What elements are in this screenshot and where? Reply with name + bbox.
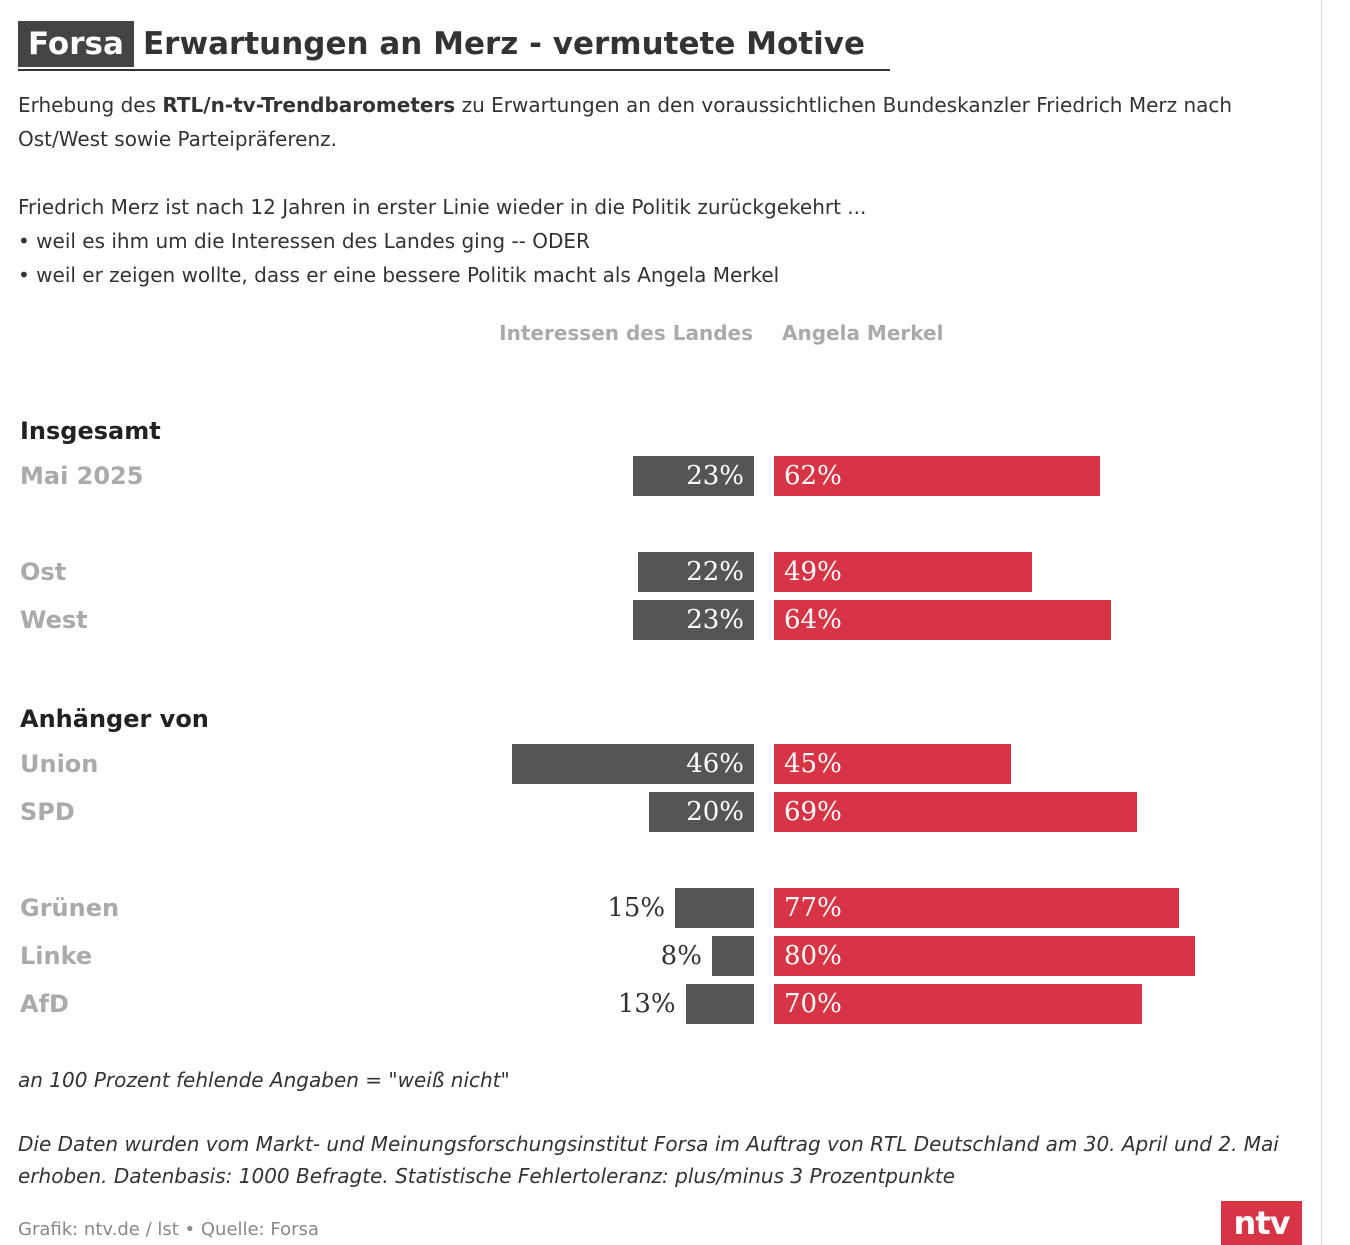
intro-bold: RTL/n-tv-Trendbarometers [162,93,456,117]
value-label-merkel: 45% [784,749,842,779]
question-line-3: • weil er zeigen wollte, dass er eine be… [18,263,780,287]
value-label-merkel: 69% [784,797,842,827]
value-label-merkel: 62% [784,461,842,491]
bar-interessen [648,792,754,832]
question-line-2: • weil es ihm um die Interessen des Land… [18,229,590,253]
value-label-interessen: 13% [617,989,676,1019]
series-header-right: Angela Merkel [782,321,944,345]
bar-merkel [774,456,1101,496]
bar-merkel [774,888,1180,928]
bar-merkel [774,600,1111,640]
right-border [1321,0,1322,1245]
missing-note: an 100 Prozent fehlende Angaben = "weiß … [18,1068,510,1092]
intro-text: Erhebung des RTL/n-tv-Trendbarometers zu… [18,88,1278,156]
row-label: SPD [20,798,75,826]
row-label: Mai 2025 [20,462,144,490]
row-label: AfD [20,990,69,1018]
bar-interessen [512,744,754,784]
bar-merkel [774,792,1137,832]
value-label-merkel: 49% [784,557,842,587]
value-label-merkel: 80% [784,941,842,971]
row-label: West [20,606,88,634]
method-note: Die Daten wurden vom Markt- und Meinungs… [18,1132,1279,1188]
group-heading: Insgesamt [20,417,161,445]
value-label-merkel: 77% [784,893,842,923]
bar-interessen [633,600,754,640]
row-label: Grünen [20,894,120,922]
value-label-interessen: 22% [686,557,744,587]
group-heading: Anhänger von [20,705,209,733]
row-label: Linke [20,942,93,970]
ntv-logo: ntv [1221,1201,1302,1245]
row-label: Union [20,750,99,778]
brand-label: Forsa [18,21,134,67]
bar-interessen [711,936,754,976]
value-label-interessen: 8% [660,941,702,971]
value-label-interessen: 46% [686,749,744,779]
bar-interessen [638,552,754,592]
question-line-1: Friedrich Merz ist nach 12 Jahren in ers… [18,195,867,219]
bar-merkel [774,936,1195,976]
series-header-left: Interessen des Landes [499,321,753,345]
intro-prefix: Erhebung des [18,93,163,117]
bar-interessen [675,888,754,928]
chart-header: Forsa Erwartungen an Merz - vermutete Mo… [18,21,890,71]
value-label-interessen: 20% [686,797,744,827]
intro-suffix: zu Erwartungen an den voraussichtlichen … [18,93,1233,151]
value-label-merkel: 70% [784,989,842,1019]
value-label-merkel: 64% [784,605,842,635]
chart-title: Erwartungen an Merz - vermutete Motive [143,26,865,62]
bar-merkel [774,744,1011,784]
bar-merkel [774,552,1032,592]
source-footer: Grafik: ntv.de / lst • Quelle: Forsa [18,1219,319,1240]
question-text: Friedrich Merz ist nach 12 Jahren in ers… [18,190,1278,292]
value-label-interessen: 23% [686,605,744,635]
value-label-interessen: 23% [686,461,744,491]
bar-interessen [685,984,754,1024]
bar-merkel [774,984,1143,1024]
value-label-interessen: 15% [607,893,666,923]
row-label: Ost [20,558,67,586]
bar-interessen [633,456,754,496]
